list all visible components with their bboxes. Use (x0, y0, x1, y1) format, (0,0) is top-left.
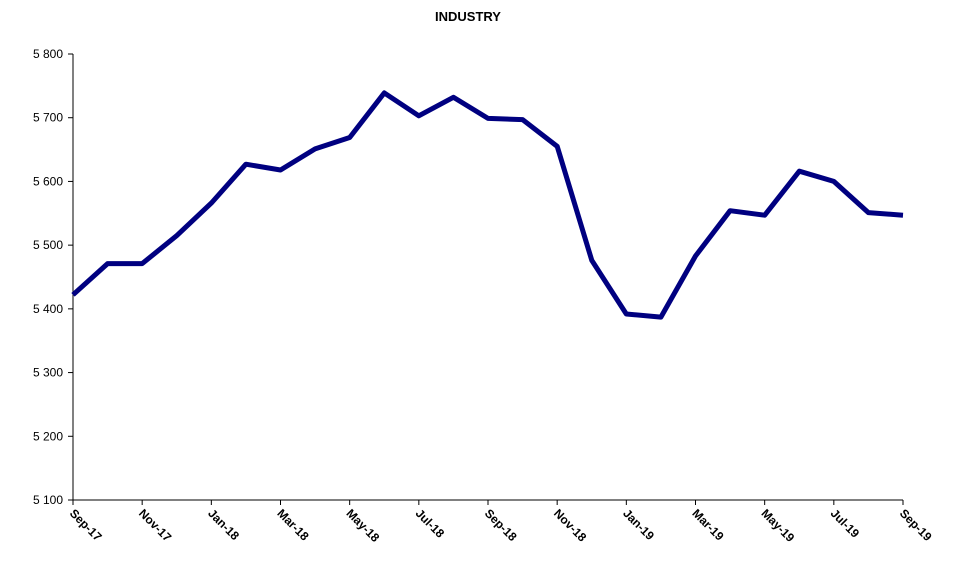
x-tick-label: Mar-19 (689, 506, 726, 543)
y-tick-label: 5 600 (33, 174, 63, 188)
y-tick-label: 5 500 (33, 238, 63, 252)
y-tick-label: 5 100 (33, 493, 63, 507)
y-tick-label: 5 300 (33, 366, 63, 380)
x-tick-label: Sep-17 (67, 506, 105, 544)
x-tick-label: Jul-18 (413, 506, 448, 541)
x-tick-label: Mar-18 (274, 506, 311, 543)
x-tick-label: Jul-19 (828, 506, 863, 541)
chart-title: INDUSTRY (435, 9, 501, 24)
x-tick-label: Nov-18 (551, 506, 589, 544)
x-tick-label: Nov-17 (136, 506, 174, 544)
y-tick-label: 5 700 (33, 111, 63, 125)
y-tick-label: 5 400 (33, 302, 63, 316)
x-axis: Sep-17 Nov-17 Jan-18 Mar-18 May-18 Jul-18 Sep-… (67, 499, 935, 545)
y-tick-label: 5 200 (33, 429, 63, 443)
y-tick-label: 5 800 (33, 47, 63, 61)
y-axis: 5 100 5 200 5 300 5 400 5 500 5 600 5 700 5 800 (33, 47, 74, 507)
series-layer (71, 90, 904, 320)
series-line (71, 90, 904, 320)
x-tick-label: Jan-18 (205, 506, 242, 543)
x-tick-label: Jan-19 (620, 506, 657, 543)
x-tick-label: Sep-18 (482, 506, 520, 544)
x-tick-label: May-18 (344, 506, 383, 545)
x-tick-label: Sep-19 (897, 506, 935, 544)
x-tick-label: May-19 (759, 506, 798, 545)
